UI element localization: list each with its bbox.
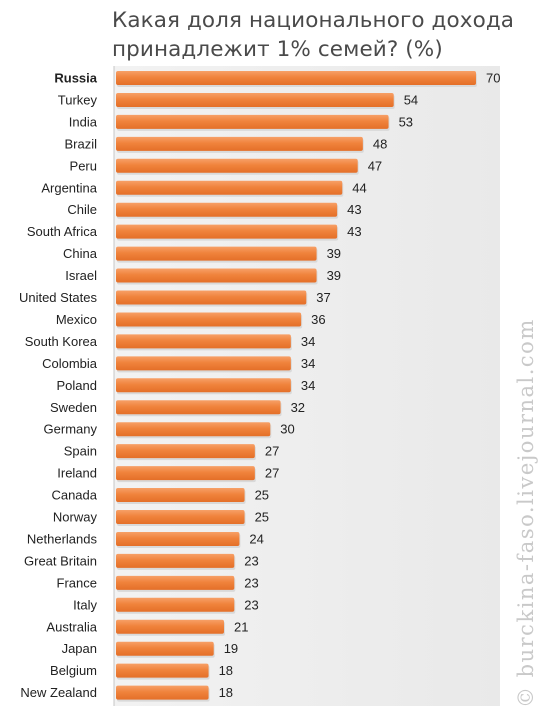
category-label: Belgium <box>50 663 97 678</box>
category-label: China <box>63 246 98 261</box>
bar <box>116 180 343 195</box>
category-label: Sweden <box>50 400 97 415</box>
data-label: 43 <box>347 224 361 239</box>
category-label: Netherlands <box>27 531 98 546</box>
bar <box>116 312 302 327</box>
data-label: 36 <box>311 312 325 327</box>
bar <box>116 246 317 261</box>
bar <box>116 71 476 85</box>
data-label: 19 <box>224 641 238 656</box>
data-label: 44 <box>352 180 366 195</box>
data-label: 48 <box>373 136 387 151</box>
category-label: India <box>69 114 98 129</box>
bar <box>116 114 389 129</box>
category-label: Ireland <box>57 466 97 481</box>
bar <box>116 444 255 459</box>
bar <box>116 685 209 700</box>
bar <box>116 510 245 524</box>
bar <box>116 92 394 107</box>
data-label: 34 <box>301 356 315 371</box>
category-label: Norway <box>53 510 98 525</box>
data-label: 47 <box>368 158 382 173</box>
category-label: United States <box>19 290 98 305</box>
watermark: © burckina-faso.livejournal.com <box>514 318 538 708</box>
category-label: Mexico <box>56 312 97 327</box>
category-label: France <box>57 575 97 590</box>
bar <box>116 575 235 590</box>
bar <box>116 334 291 349</box>
bar <box>116 663 209 678</box>
data-label: 18 <box>219 663 233 678</box>
data-label: 70 <box>486 71 500 86</box>
data-label: 23 <box>244 575 258 590</box>
category-label: Israel <box>65 268 97 283</box>
bar <box>116 466 255 481</box>
category-label: Turkey <box>58 92 98 107</box>
data-label: 34 <box>301 334 315 349</box>
bar <box>116 400 281 415</box>
category-label: Spain <box>64 444 97 459</box>
bar <box>116 553 235 568</box>
data-label: 37 <box>316 290 330 305</box>
bar <box>116 422 271 437</box>
bar <box>116 136 363 151</box>
data-label: 43 <box>347 202 361 217</box>
bar <box>116 290 307 305</box>
data-label: 25 <box>255 488 269 503</box>
bar <box>116 597 235 612</box>
data-label: 32 <box>291 400 305 415</box>
data-label: 30 <box>280 422 294 437</box>
chart-title: Какая доля национального дохода принадле… <box>112 8 515 62</box>
category-label: Australia <box>46 619 97 634</box>
category-label: Poland <box>57 378 97 393</box>
data-label: 21 <box>234 619 248 634</box>
data-label: 53 <box>399 114 413 129</box>
data-label: 54 <box>404 92 418 107</box>
data-label: 18 <box>219 685 233 700</box>
bar <box>116 619 224 634</box>
category-label: Germany <box>44 422 98 437</box>
bar <box>116 531 240 546</box>
data-label: 23 <box>244 553 258 568</box>
data-label: 39 <box>327 246 341 261</box>
category-label: Canada <box>51 488 97 503</box>
data-label: 23 <box>244 597 258 612</box>
category-label: Peru <box>70 158 97 173</box>
bar <box>116 158 358 173</box>
data-label: 39 <box>327 268 341 283</box>
bar <box>116 356 291 371</box>
data-label: 27 <box>265 466 279 481</box>
bar <box>116 268 317 283</box>
category-label: South Korea <box>25 334 98 349</box>
category-label: Colombia <box>42 356 98 371</box>
category-label: South Africa <box>27 224 98 239</box>
data-label: 27 <box>265 444 279 459</box>
category-label: Russia <box>54 71 97 86</box>
data-label: 24 <box>249 531 263 546</box>
category-label: Brazil <box>64 136 97 151</box>
data-label: 34 <box>301 378 315 393</box>
category-label: Great Britain <box>24 553 97 568</box>
data-label: 25 <box>255 510 269 525</box>
bar <box>116 488 245 503</box>
category-label: Chile <box>67 202 97 217</box>
bar <box>116 224 338 239</box>
category-label: New Zealand <box>20 685 97 700</box>
category-label: Argentina <box>41 180 97 195</box>
bar <box>116 202 338 217</box>
bar <box>116 378 291 393</box>
category-label: Italy <box>73 597 97 612</box>
category-label: Japan <box>62 641 97 656</box>
bar <box>116 641 214 656</box>
